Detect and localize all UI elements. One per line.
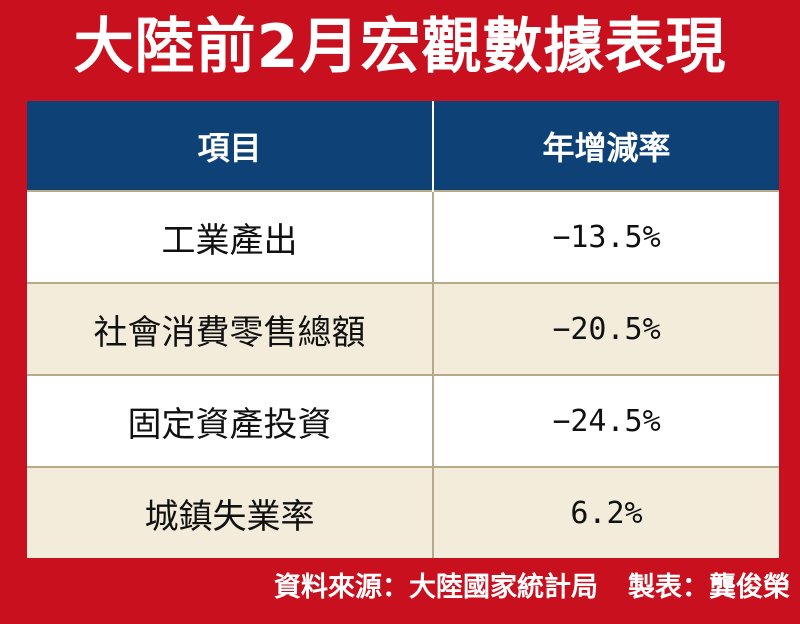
table-row: 固定資產投資 −24.5% [27,374,779,467]
header-yoy-change: 年增減率 [432,101,779,191]
row-item-label: 固定資產投資 [27,374,433,467]
data-table-container: 項目 年增減率 工業產出 −13.5% 社會消費零售總額 −20.5% 固定資產… [27,101,779,558]
row-item-label: 城鎮失業率 [27,466,433,558]
source-credit: 資料來源：大陸國家統計局 [274,572,598,603]
data-table: 項目 年增減率 工業產出 −13.5% 社會消費零售總額 −20.5% 固定資產… [27,101,779,558]
table-row: 工業產出 −13.5% [27,190,779,283]
table-row: 社會消費零售總額 −20.5% [27,282,779,375]
page-title: 大陸前2月宏觀數據表現 [73,12,727,82]
maker-credit: 製表：龔俊榮 [628,572,790,603]
row-value: −24.5% [432,374,779,467]
table-row: 城鎮失業率 6.2% [27,466,779,558]
row-value: 6.2% [432,466,779,558]
row-value: −20.5% [432,282,779,375]
table-header-row: 項目 年增減率 [27,101,779,191]
credits-footer: 資料來源：大陸國家統計局 製表：龔俊榮 [0,560,790,616]
row-item-label: 社會消費零售總額 [27,282,433,375]
row-item-label: 工業產出 [27,190,433,283]
header-item: 項目 [27,101,433,191]
row-value: −13.5% [432,190,779,283]
